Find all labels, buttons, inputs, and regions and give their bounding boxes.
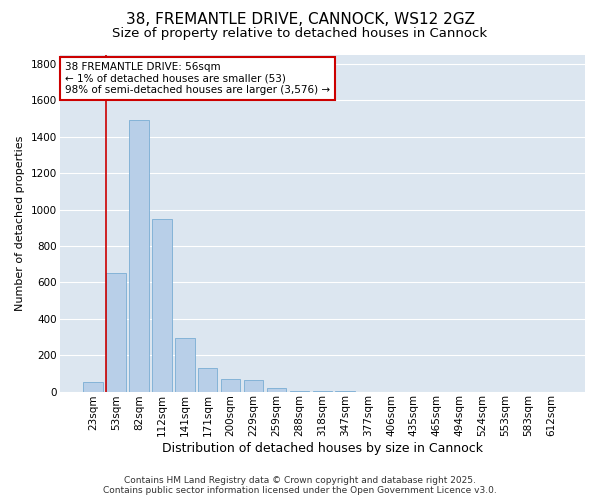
X-axis label: Distribution of detached houses by size in Cannock: Distribution of detached houses by size … <box>162 442 483 455</box>
Text: Contains HM Land Registry data © Crown copyright and database right 2025.
Contai: Contains HM Land Registry data © Crown c… <box>103 476 497 495</box>
Bar <box>198 368 217 392</box>
Bar <box>106 274 126 392</box>
Text: 38 FREMANTLE DRIVE: 56sqm
← 1% of detached houses are smaller (53)
98% of semi-d: 38 FREMANTLE DRIVE: 56sqm ← 1% of detach… <box>65 62 330 95</box>
Text: 38, FREMANTLE DRIVE, CANNOCK, WS12 2GZ: 38, FREMANTLE DRIVE, CANNOCK, WS12 2GZ <box>125 12 475 28</box>
Y-axis label: Number of detached properties: Number of detached properties <box>15 136 25 311</box>
Bar <box>175 338 194 392</box>
Bar <box>129 120 149 392</box>
Text: Size of property relative to detached houses in Cannock: Size of property relative to detached ho… <box>112 28 488 40</box>
Bar <box>244 380 263 392</box>
Bar <box>83 382 103 392</box>
Bar <box>267 388 286 392</box>
Bar <box>221 379 241 392</box>
Bar <box>152 218 172 392</box>
Bar <box>290 390 309 392</box>
